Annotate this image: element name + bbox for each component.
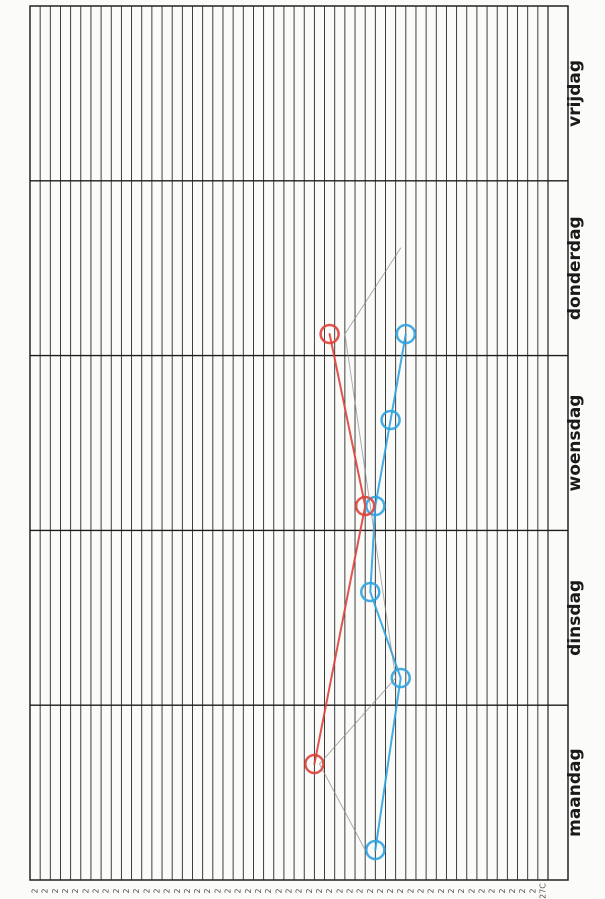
day-label-dinsdag: dinsdag bbox=[565, 580, 585, 656]
tick-label: 2 bbox=[305, 888, 314, 893]
tick-label: 2 bbox=[427, 888, 436, 893]
data-point bbox=[380, 409, 401, 431]
tick-label: 2 bbox=[457, 888, 466, 893]
tick-label: 2 bbox=[81, 888, 90, 893]
tick-label: 2 bbox=[244, 888, 253, 893]
tick-label: 2 bbox=[345, 888, 354, 893]
tick-label: 2 bbox=[102, 888, 111, 893]
tick-label: 2 bbox=[376, 888, 385, 893]
tick-label: 2 bbox=[31, 888, 40, 893]
tick-label: 2 bbox=[224, 888, 233, 893]
day-label-donderdag: donderdag bbox=[565, 216, 585, 320]
tick-label: 2 bbox=[122, 888, 131, 893]
tick-label: 2 bbox=[417, 888, 426, 893]
day-label-woensdag: woensdag bbox=[565, 395, 585, 492]
tick-label: 2 bbox=[437, 888, 446, 893]
data-point bbox=[360, 581, 381, 603]
series-line bbox=[319, 247, 402, 851]
tick-label: 2 bbox=[213, 888, 222, 893]
tick-label: 2 bbox=[183, 888, 192, 893]
tick-label: 2 bbox=[406, 888, 415, 893]
tick-label: 2 bbox=[264, 888, 273, 893]
data-point bbox=[365, 839, 386, 861]
data-point bbox=[390, 667, 411, 689]
data-point bbox=[395, 323, 417, 345]
tick-label: 27C bbox=[538, 883, 547, 899]
tick-label: 2 bbox=[61, 888, 70, 893]
data-point bbox=[354, 495, 376, 517]
series-line bbox=[369, 333, 407, 851]
tick-label: 2 bbox=[488, 888, 497, 893]
tick-label: 2 bbox=[71, 888, 80, 893]
tick-label: 2 bbox=[112, 888, 121, 893]
tick-label: 2 bbox=[152, 888, 161, 893]
tick-label: 2 bbox=[274, 888, 283, 893]
tick-label: 2 bbox=[254, 888, 263, 893]
tick-label: 2 bbox=[163, 888, 172, 893]
tick-label: 2 bbox=[295, 888, 304, 893]
tick-label: 2 bbox=[234, 888, 243, 893]
tick-label: 2 bbox=[315, 888, 324, 893]
tick-label: 2 bbox=[173, 888, 182, 893]
tick-label: 2 bbox=[92, 888, 101, 893]
data-point bbox=[304, 753, 325, 775]
tick-label: 2 bbox=[477, 888, 486, 893]
tick-label: 2 bbox=[285, 888, 294, 893]
tick-label: 2 bbox=[193, 888, 202, 893]
tick-label: 2 bbox=[132, 888, 141, 893]
data-point bbox=[365, 495, 386, 517]
tick-label: 2 bbox=[142, 888, 151, 893]
tick-label: 2 bbox=[498, 888, 507, 893]
tick-label: 2 bbox=[41, 888, 50, 893]
tick-label: 2 bbox=[335, 888, 344, 893]
tick-label: 2 bbox=[467, 888, 476, 893]
tick-label: 2 bbox=[396, 888, 405, 893]
tick-label: 2 bbox=[366, 888, 375, 893]
tick-label: 2 bbox=[447, 888, 456, 893]
tick-label: 2 bbox=[325, 888, 334, 893]
tick-label: 2 bbox=[528, 888, 537, 893]
tick-label: 2 bbox=[203, 888, 212, 893]
tick-label: 2 bbox=[518, 888, 527, 893]
tick-label: 2 bbox=[51, 888, 60, 893]
day-label-maandag: maandag bbox=[565, 748, 585, 837]
data-point bbox=[319, 323, 340, 345]
tick-label: 2 bbox=[508, 888, 517, 893]
series-line bbox=[313, 333, 367, 765]
tick-label: 2 bbox=[386, 888, 395, 893]
tick-label: 2 bbox=[356, 888, 365, 893]
day-label-vrijdag: vrijdag bbox=[565, 60, 585, 127]
